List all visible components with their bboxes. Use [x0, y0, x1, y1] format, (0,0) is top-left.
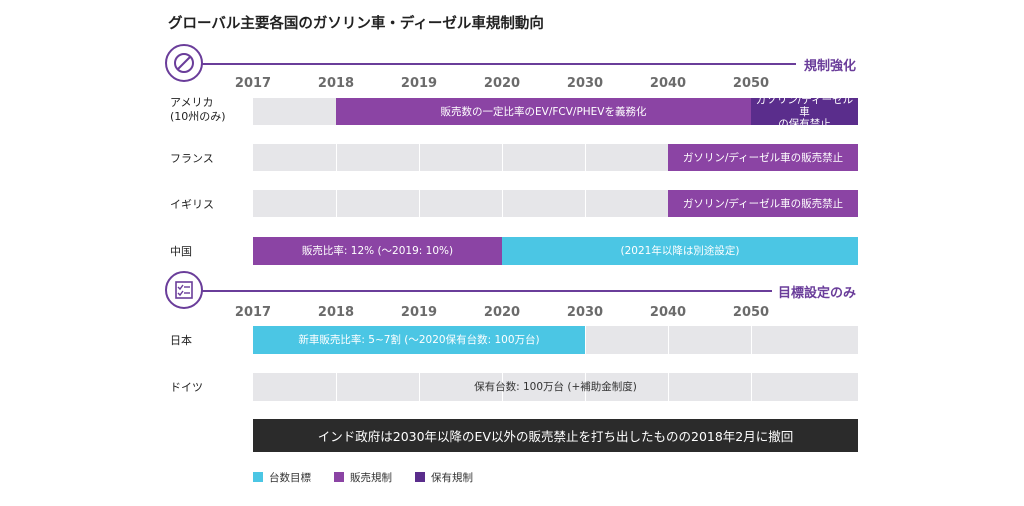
country-label: フランス — [170, 152, 214, 165]
legend-label-sales: 販売規制 — [350, 472, 392, 484]
legend-swatch-ownership — [415, 472, 425, 482]
timeline-segment-sales: ガソリン/ディーゼル車の販売禁止 — [668, 144, 858, 171]
timeline-segment-target: 新車販売比率: 5~7割 (〜2020保有台数: 100万台) — [253, 326, 585, 354]
timeline-track: 新車販売比率: 5~7割 (〜2020保有台数: 100万台) — [253, 326, 858, 354]
year-gridline — [585, 190, 586, 217]
target-section-badge — [165, 271, 203, 309]
legend-label-ownership: 保有規制 — [431, 472, 473, 484]
country-label: 中国 — [170, 245, 192, 258]
year-gridline — [336, 190, 337, 217]
legend-swatch-target — [253, 472, 263, 482]
regulation-year-2019: 2019 — [400, 76, 438, 91]
timeline-segment-sales: ガソリン/ディーゼル車の販売禁止 — [668, 190, 858, 217]
timeline-track: ガソリン/ディーゼル車の販売禁止 — [253, 190, 858, 217]
year-gridline — [336, 144, 337, 171]
regulation-year-2050: 2050 — [732, 76, 770, 91]
regulation-section-label: 規制強化 — [804, 59, 857, 74]
timeline-track: 販売数の一定比率のEV/FCV/PHEVを義務化 ガソリン/ディーゼル車 の保有禁止 — [253, 94, 858, 130]
timeline-segment-sales: 販売数の一定比率のEV/FCV/PHEVを義務化 — [336, 98, 751, 125]
country-label: 日本 — [170, 334, 192, 347]
prohibition-icon — [174, 53, 194, 73]
year-gridline — [751, 326, 752, 354]
regulation-year-2030: 2030 — [566, 76, 604, 91]
regulation-year-2017: 2017 — [234, 76, 272, 91]
timeline-segment-sales: 販売比率: 12% (〜2019: 10%) — [253, 237, 502, 265]
year-gridline — [668, 326, 669, 354]
year-gridline — [502, 373, 503, 401]
year-gridline — [419, 144, 420, 171]
timeline-segment-none: 保有台数: 100万台 (+補助金制度) — [474, 381, 637, 393]
target-year-2017: 2017 — [234, 305, 272, 320]
timeline-track: 販売比率: 12% (〜2019: 10%) (2021年以降は別途設定) — [253, 237, 858, 265]
target-year-2050: 2050 — [732, 305, 770, 320]
country-label: イギリス — [170, 198, 214, 211]
year-gridline — [336, 373, 337, 401]
target-year-2030: 2030 — [566, 305, 604, 320]
year-gridline — [585, 373, 586, 401]
year-gridline — [419, 373, 420, 401]
target-year-2040: 2040 — [649, 305, 687, 320]
timeline-segment-ownership: ガソリン/ディーゼル車 の保有禁止 — [751, 94, 858, 130]
india-notice-banner: インド政府は2030年以降のEV以外の販売禁止を打ち出したものの2018年2月に… — [253, 419, 858, 452]
regulation-year-2018: 2018 — [317, 76, 355, 91]
target-section-line — [186, 290, 772, 292]
year-gridline — [502, 190, 503, 217]
country-label: アメリカ (10州のみ) — [170, 96, 226, 123]
checklist-icon — [175, 281, 193, 299]
regulation-year-2040: 2040 — [649, 76, 687, 91]
target-year-2019: 2019 — [400, 305, 438, 320]
year-gridline — [502, 144, 503, 171]
timeline-track: 保有台数: 100万台 (+補助金制度) — [253, 373, 858, 401]
year-gridline — [585, 144, 586, 171]
year-gridline — [668, 373, 669, 401]
legend-swatch-sales — [334, 472, 344, 482]
year-gridline — [585, 326, 586, 354]
target-year-2020: 2020 — [483, 305, 521, 320]
year-gridline — [751, 373, 752, 401]
regulation-section-line — [186, 63, 796, 65]
timeline-segment-target: (2021年以降は別途設定) — [502, 237, 858, 265]
legend-label-target: 台数目標 — [269, 472, 311, 484]
regulation-section-badge — [165, 44, 203, 82]
regulation-year-2020: 2020 — [483, 76, 521, 91]
target-section-label: 目標設定のみ — [778, 286, 857, 301]
page-title: グローバル主要各国のガソリン車・ディーゼル車規制動向 — [168, 16, 544, 32]
target-year-2018: 2018 — [317, 305, 355, 320]
country-label: ドイツ — [170, 381, 203, 394]
timeline-track: ガソリン/ディーゼル車の販売禁止 — [253, 144, 858, 171]
year-gridline — [419, 190, 420, 217]
